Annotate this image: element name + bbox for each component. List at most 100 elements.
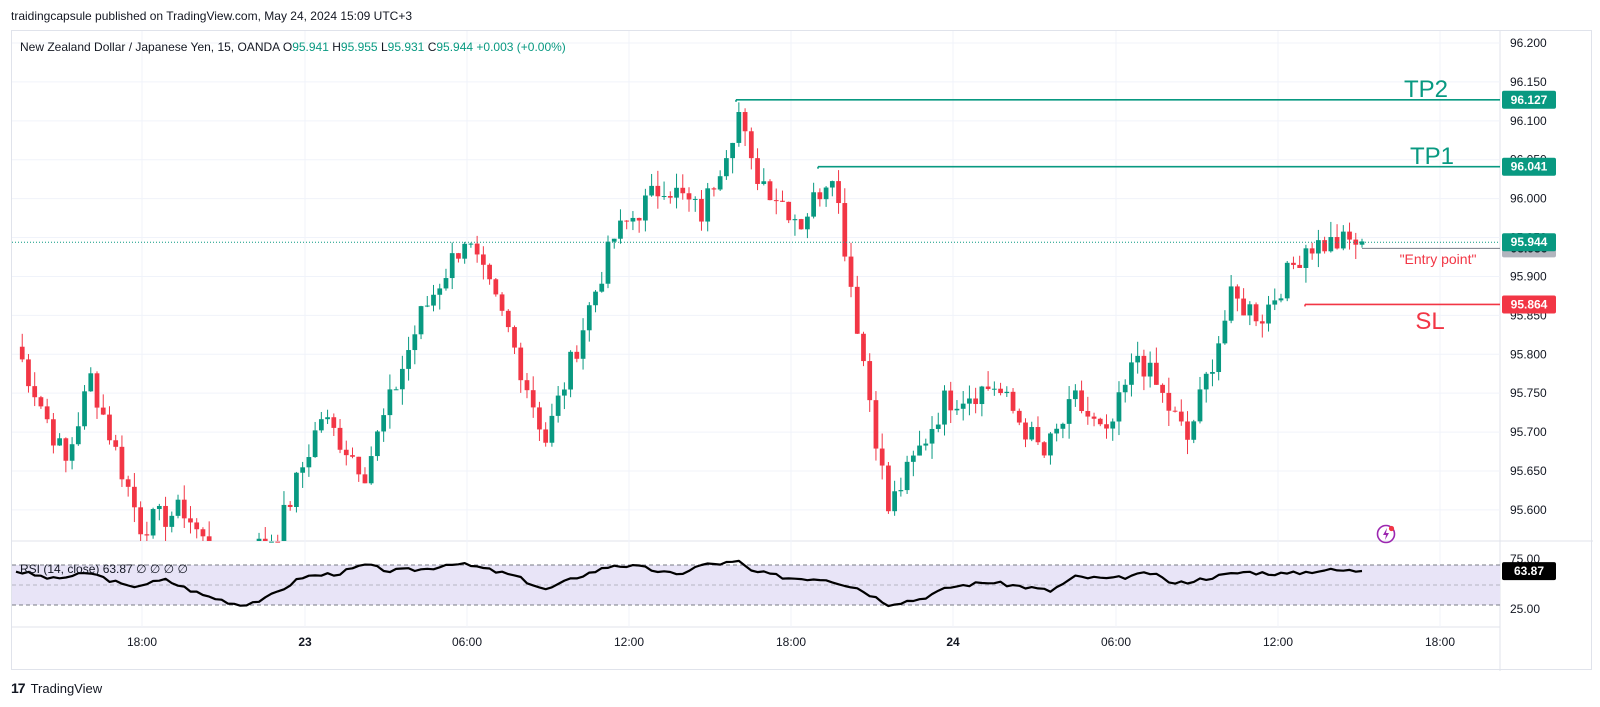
candle-body <box>449 253 455 279</box>
rsi-tick-label: 25.00 <box>1510 602 1540 616</box>
price-tag-bg <box>1502 295 1556 314</box>
candle-body <box>861 333 866 362</box>
candle-body <box>1054 428 1060 434</box>
candle-body <box>530 390 536 408</box>
price-tag-label: 95.864 <box>1511 297 1548 311</box>
high-value: 95.955 <box>340 40 378 54</box>
candle-body <box>979 386 985 405</box>
candle-body <box>973 398 979 405</box>
candle-body <box>406 350 411 369</box>
candle-body <box>773 200 779 202</box>
candle-body <box>163 505 168 527</box>
candle-body <box>57 438 62 446</box>
candle-body <box>923 443 929 446</box>
candle-body <box>537 407 542 430</box>
candle-body <box>381 415 387 432</box>
candle-body <box>811 192 816 217</box>
candle-body <box>1353 239 1359 245</box>
candle-body <box>960 403 966 409</box>
candle-body <box>586 305 592 331</box>
candle-body <box>424 305 430 307</box>
candle-body <box>823 187 829 200</box>
lightning-icon[interactable] <box>1376 524 1396 544</box>
y-tick-label: 96.200 <box>1510 36 1547 50</box>
price-chart[interactable]: 96.20096.15096.10096.05096.00095.95095.9… <box>12 31 1593 671</box>
candle-body <box>200 529 206 537</box>
x-tick-label: 18:00 <box>1425 635 1455 649</box>
candle-body <box>188 518 193 523</box>
candle-body <box>275 541 281 543</box>
candle-body <box>1297 264 1303 268</box>
candle-body <box>967 398 972 404</box>
candle-body <box>1029 427 1035 440</box>
open-label: O <box>282 40 293 54</box>
candle-body <box>655 185 661 197</box>
candle-body <box>568 351 573 390</box>
symbol-title: New Zealand Dollar / Japanese Yen, 15, O… <box>20 40 280 54</box>
candle-body <box>742 112 748 132</box>
candle-body <box>761 181 767 184</box>
candle-body <box>1359 241 1365 245</box>
candle-body <box>748 131 754 159</box>
candle-body <box>1035 427 1041 443</box>
chart-frame[interactable]: 96.20096.15096.10096.05096.00095.95095.9… <box>11 30 1593 671</box>
candle-body <box>412 334 418 351</box>
candle-body <box>1060 423 1066 429</box>
price-tag-bg <box>1502 90 1556 109</box>
candle-body <box>468 243 474 245</box>
candle-body <box>499 294 505 311</box>
x-tick-label: 24 <box>946 635 960 649</box>
candle-body <box>300 467 306 473</box>
candle-body <box>1122 384 1128 393</box>
candle-body <box>1023 422 1028 440</box>
candle-body <box>829 181 835 188</box>
candle-body <box>144 534 150 536</box>
candle-body <box>132 486 137 508</box>
candle-body <box>393 389 399 391</box>
candle-body <box>1222 320 1228 344</box>
candle-body <box>100 407 106 415</box>
candles <box>19 102 1365 543</box>
candle-body <box>82 391 87 427</box>
candle-body <box>281 504 287 541</box>
high-label: H <box>332 40 341 54</box>
candle-body <box>1197 389 1203 422</box>
candle-body <box>32 386 38 398</box>
candle-body <box>69 444 75 461</box>
candle-body <box>686 193 692 200</box>
candle-body <box>294 472 299 507</box>
candle-body <box>836 181 841 204</box>
candle-body <box>456 253 461 259</box>
candle-body <box>169 515 175 527</box>
low-label: L <box>380 40 388 54</box>
candle-body <box>692 198 698 200</box>
candle-body <box>19 346 25 360</box>
candle-body <box>618 220 623 239</box>
candle-body <box>998 388 1003 394</box>
candle-body <box>26 359 31 387</box>
candle-body <box>1178 411 1184 422</box>
candle-body <box>717 176 723 190</box>
rsi-legend: RSI (14, close) 63.87 ∅ ∅ ∅ ∅ <box>20 562 188 576</box>
candle-body <box>1210 372 1215 374</box>
candle-body <box>181 499 187 519</box>
candle-body <box>119 446 125 480</box>
candle-body <box>1191 421 1197 440</box>
y-tick-label: 95.750 <box>1510 386 1547 400</box>
candle-body <box>1116 392 1122 422</box>
rsi-value: 63.87 <box>102 562 133 576</box>
candle-body <box>805 216 810 230</box>
candle-body <box>1253 304 1259 322</box>
candle-body <box>555 395 561 416</box>
candle-body <box>138 507 143 535</box>
candle-body <box>1185 421 1190 440</box>
price-tag-label: 96.041 <box>1511 160 1548 174</box>
candle-body <box>892 491 898 512</box>
rsi-value-tag: 63.87 <box>1514 564 1544 578</box>
candle-body <box>1129 362 1134 385</box>
candle-body <box>780 200 785 202</box>
y-tick-label: 95.700 <box>1510 425 1547 439</box>
candle-body <box>113 440 119 447</box>
price-tag-label: 96.127 <box>1511 93 1548 107</box>
candle-body <box>1347 231 1352 240</box>
